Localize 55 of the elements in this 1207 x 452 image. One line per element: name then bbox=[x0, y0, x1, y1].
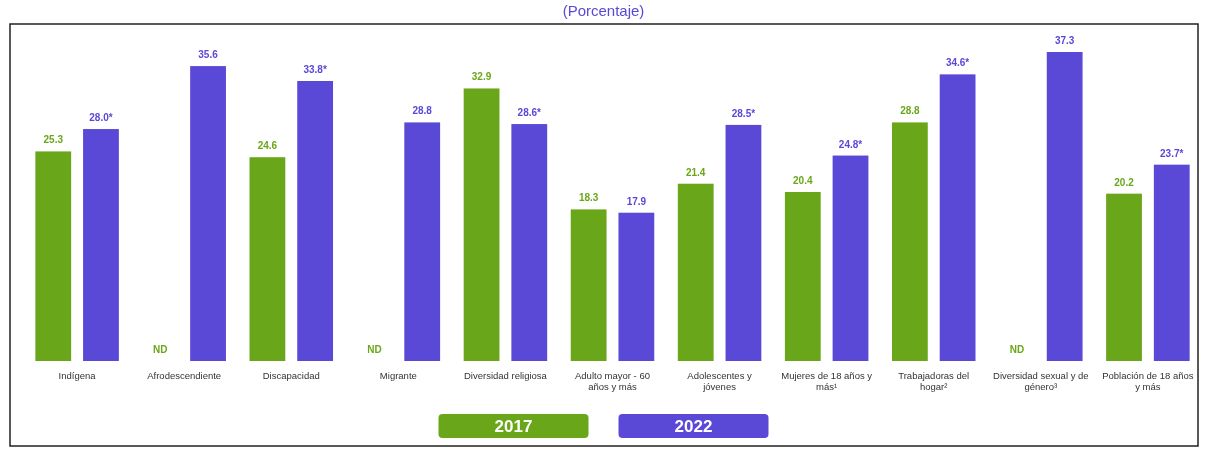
bar bbox=[891, 122, 928, 361]
bar bbox=[190, 66, 226, 361]
bar bbox=[784, 192, 821, 361]
data-label: 28.6* bbox=[517, 107, 542, 119]
bar bbox=[939, 74, 976, 361]
text: 2022 bbox=[674, 417, 713, 436]
data-label: 25.3 bbox=[43, 134, 64, 146]
bar bbox=[1153, 164, 1190, 361]
bar bbox=[35, 151, 72, 361]
data-label: 35.6 bbox=[198, 49, 219, 61]
bar bbox=[618, 212, 655, 361]
data-label: 20.2 bbox=[1114, 176, 1135, 188]
bar bbox=[297, 80, 334, 361]
bar bbox=[725, 124, 762, 361]
text: ND bbox=[367, 344, 382, 355]
x-tick-label: Adulto mayor - 60 años y más bbox=[575, 370, 650, 393]
data-label: 28.8 bbox=[900, 105, 921, 117]
text: ND bbox=[1009, 344, 1025, 355]
data-label: 28.0* bbox=[89, 112, 113, 124]
data-label: 17.9 bbox=[626, 195, 647, 207]
chart-title: (Porcentaje) bbox=[562, 2, 645, 19]
data-label: 32.9 bbox=[471, 71, 492, 83]
x-tick-label: Población de 18 años y más bbox=[1102, 370, 1194, 393]
data-label: 21.4 bbox=[685, 166, 706, 178]
x-tick-label: Discapacidad bbox=[262, 370, 320, 381]
bar bbox=[1046, 52, 1083, 361]
x-tick-label: Diversidad religiosa bbox=[463, 370, 548, 381]
x-tick-label: Migrante bbox=[379, 370, 417, 381]
bar bbox=[83, 129, 119, 361]
data-label: 24.8* bbox=[838, 138, 863, 150]
bar bbox=[1106, 193, 1142, 361]
x-tick-label: Adolescentes y jóvenes bbox=[687, 370, 753, 393]
data-label: 33.8* bbox=[303, 63, 327, 75]
x-tick-label: Trabajadoras del hogar² bbox=[898, 370, 970, 393]
text: ND bbox=[153, 344, 168, 355]
data-label: 23.7* bbox=[1160, 147, 1184, 159]
bar bbox=[511, 124, 548, 361]
text: 2017 bbox=[494, 417, 533, 436]
bar bbox=[677, 183, 714, 361]
bar bbox=[463, 88, 500, 361]
data-label: 28.8 bbox=[412, 105, 433, 117]
x-tick-label: Afrodescendiente bbox=[147, 370, 222, 381]
x-tick-label: Mujeres de 18 años y más¹ bbox=[781, 370, 873, 393]
x-tick-label: Diversidad sexual y de género³ bbox=[993, 370, 1089, 393]
data-label: 34.6* bbox=[945, 57, 970, 69]
x-tick-label: Indígena bbox=[58, 370, 97, 381]
data-label: 37.3 bbox=[1054, 35, 1075, 46]
data-label: 24.6 bbox=[257, 140, 278, 152]
bar bbox=[404, 122, 441, 361]
bar bbox=[249, 157, 286, 361]
bar bbox=[570, 209, 607, 361]
bar bbox=[832, 155, 869, 361]
data-label: 28.5* bbox=[731, 107, 756, 119]
data-label: 18.3 bbox=[578, 192, 599, 204]
data-label: 20.4 bbox=[793, 175, 813, 186]
